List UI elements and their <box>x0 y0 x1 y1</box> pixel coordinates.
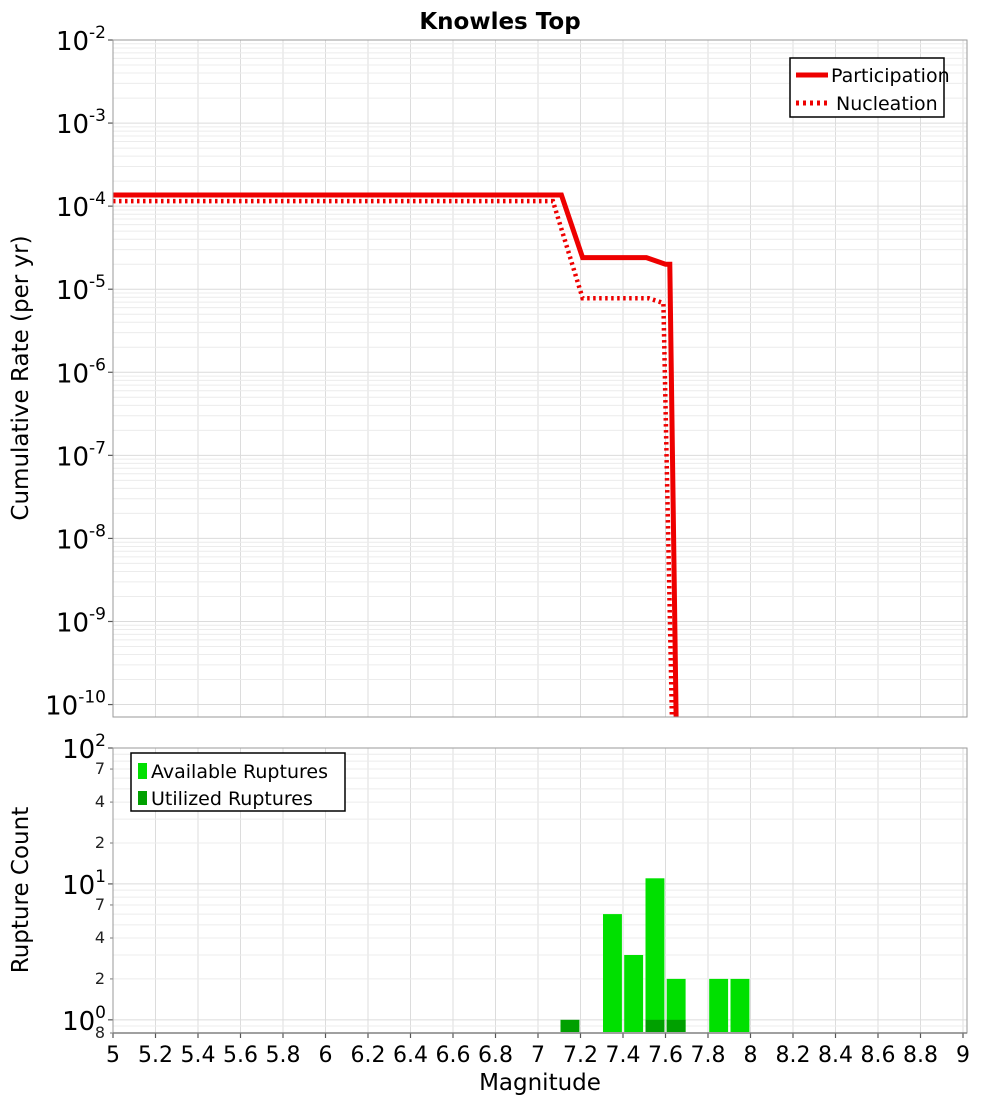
count-y-tick-label: 100 <box>62 1003 106 1037</box>
nucleation-line <box>113 198 675 718</box>
available-bar <box>645 878 665 1032</box>
count-y-axis-label: Rupture Count <box>8 807 34 973</box>
count-y-minor-tick-label: 8 <box>95 1023 105 1042</box>
rate-y-tick-label: 10-4 <box>56 189 106 223</box>
count-bars <box>560 878 750 1032</box>
available-ruptures-legend-label: Available Ruptures <box>151 761 328 783</box>
rate-series <box>113 192 679 718</box>
x-tick-label: 6.8 <box>478 1043 513 1068</box>
utilized-bar <box>560 1019 580 1032</box>
participation-line <box>113 192 679 718</box>
utilized-bar <box>666 1019 686 1032</box>
count-y-minor-tick-label: 7 <box>95 895 105 914</box>
available-bar <box>624 955 644 1032</box>
x-tick-label: 5.4 <box>181 1043 216 1068</box>
x-tick-label: 6.4 <box>393 1043 428 1068</box>
x-axis-label: Magnitude <box>479 1070 601 1096</box>
x-tick-label: 6.2 <box>351 1043 386 1068</box>
count-legend: Available Ruptures Utilized Ruptures <box>130 752 346 812</box>
count-y-minor-tick-label: 4 <box>95 792 105 811</box>
x-tick-label: 7.6 <box>648 1043 683 1068</box>
rate-y-tick-label: 10-7 <box>56 438 106 472</box>
participation-legend-label: Participation <box>831 65 950 87</box>
rate-y-axis-label: Cumulative Rate (per yr) <box>8 235 34 520</box>
axis-tick-labels: 10-2 10-3 10-4 10-5 10-6 10-7 10-8 10-9 10-10 102… <box>45 23 970 1068</box>
available-ruptures-swatch-icon <box>138 763 147 779</box>
axis-ticks <box>108 39 964 1038</box>
count-y-minor-tick-label: 4 <box>95 928 105 947</box>
rate-y-tick-label: 10-10 <box>45 688 106 722</box>
count-y-minor-tick-label: 2 <box>95 969 105 988</box>
rate-y-tick-label: 10-8 <box>56 521 106 555</box>
x-tick-label: 5 <box>106 1043 120 1068</box>
x-tick-label: 6 <box>319 1043 333 1068</box>
utilized-bar <box>645 1019 665 1032</box>
utilized-ruptures-swatch-icon <box>138 791 147 805</box>
rate-y-tick-label: 10-9 <box>56 604 106 638</box>
x-tick-label: 8 <box>744 1043 758 1068</box>
x-tick-label: 8.2 <box>776 1043 811 1068</box>
x-tick-label: 9 <box>956 1043 970 1068</box>
available-bar <box>666 978 686 1032</box>
x-tick-label: 8.4 <box>818 1043 853 1068</box>
rate-panel-border <box>112 39 968 718</box>
rate-y-tick-label: 10-2 <box>56 23 106 57</box>
x-tick-label: 7.4 <box>606 1043 641 1068</box>
chart-title: Knowles Top <box>419 9 580 35</box>
count-y-minor-tick-label: 2 <box>95 833 105 852</box>
x-tick-label: 5.6 <box>223 1043 258 1068</box>
nucleation-legend-label: Nucleation <box>836 93 938 115</box>
rate-y-tick-label: 10-6 <box>56 355 106 389</box>
x-tick-label: 5.8 <box>266 1043 301 1068</box>
x-tick-label: 8.6 <box>861 1043 896 1068</box>
rate-y-tick-label: 10-3 <box>56 106 106 140</box>
x-tick-label: 6.6 <box>436 1043 471 1068</box>
available-bar <box>730 978 750 1032</box>
count-y-tick-label: 102 <box>62 731 106 765</box>
count-y-tick-label: 101 <box>62 867 106 901</box>
rate-plot-panel <box>112 39 968 718</box>
rate-legend: Participation Nucleation <box>789 57 950 118</box>
available-bar <box>709 978 729 1032</box>
x-tick-label: 7 <box>531 1043 545 1068</box>
count-y-minor-tick-label: 7 <box>95 759 105 778</box>
rate-legend-box <box>789 57 945 118</box>
x-tick-label: 5.2 <box>138 1043 173 1068</box>
utilized-ruptures-legend-label: Utilized Ruptures <box>151 788 313 810</box>
rate-gridlines <box>113 39 967 717</box>
count-legend-box <box>130 752 346 812</box>
x-tick-label: 7.8 <box>691 1043 726 1068</box>
x-tick-label: 8.8 <box>903 1043 938 1068</box>
x-tick-label: 7.2 <box>563 1043 598 1068</box>
available-bar <box>603 914 622 1032</box>
rate-y-tick-label: 10-5 <box>56 272 106 306</box>
